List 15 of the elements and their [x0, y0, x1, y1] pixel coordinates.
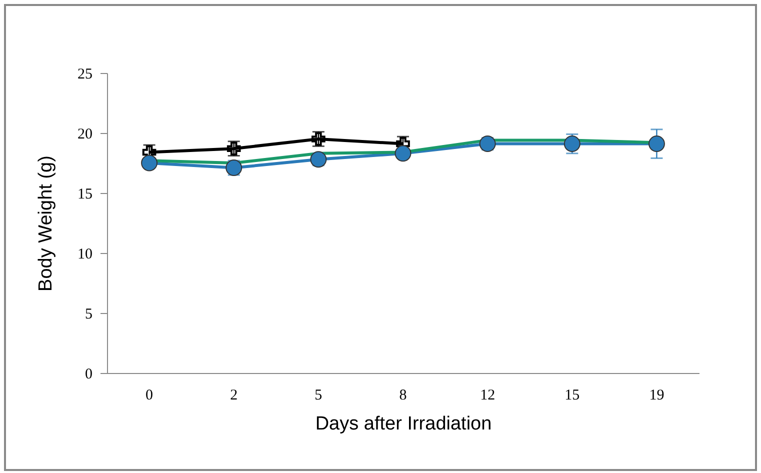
x-tick-label: 0 [146, 388, 154, 404]
y-tick-label: 25 [78, 66, 92, 82]
y-axis-title: Body Weight (g) [36, 156, 56, 292]
y-tick-label: 0 [85, 366, 92, 382]
x-tick-label: 19 [649, 388, 664, 404]
x-tick-label: 15 [564, 388, 580, 404]
y-tick-label: 20 [78, 126, 92, 142]
y-tick-label: 15 [78, 186, 92, 202]
x-axis-title: Days after Irradiation [315, 414, 492, 434]
y-tick-label: 5 [85, 306, 92, 322]
x-tick-label: 12 [480, 388, 496, 404]
x-tick-label: 8 [399, 388, 407, 404]
x-tick-label: 2 [230, 388, 238, 404]
y-tick-label: 10 [78, 246, 92, 262]
x-tick-label: 5 [314, 388, 322, 404]
